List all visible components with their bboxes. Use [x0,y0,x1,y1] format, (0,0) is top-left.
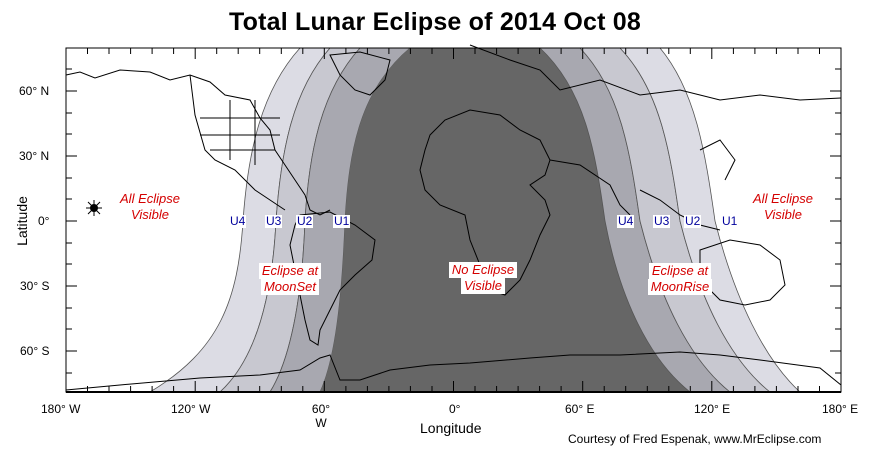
label-line: MoonRise [647,279,713,295]
y-tick-60s: 60° S [20,344,50,358]
label-line: Eclipse at [258,263,322,279]
x-tick-60w: 60° W [311,402,331,430]
label-eclipse-moonrise: Eclipse at MoonRise [638,263,722,295]
page-title: Total Lunar Eclipse of 2014 Oct 08 [228,8,642,36]
contact-u4-west: U4 [229,214,247,228]
x-tick-120w: 120° W [171,402,211,416]
contact-u1-east: U1 [721,214,739,228]
label-eclipse-moonset: Eclipse at MoonSet [250,263,330,295]
y-tick-0: 0° [38,214,50,228]
sun-icon [86,200,102,216]
x-tick-180e: 180° E [822,402,859,416]
y-axis-title: Latitude [14,196,30,246]
y-tick-60n: 60° N [19,84,50,98]
contact-u3-east: U3 [653,214,671,228]
coastlines [65,44,842,391]
contact-u1-west: U1 [333,214,351,228]
x-tick-180w: 180° W [41,402,81,416]
label-line: Eclipse at [648,263,712,279]
x-tick-0: 0° [449,402,461,416]
label-line: All Eclipse [753,191,813,206]
label-line: Visible [763,207,803,222]
label-line: All Eclipse [120,191,180,206]
y-tick-30n: 30° N [19,149,50,163]
label-line: MoonSet [260,279,320,295]
contact-u3-west: U3 [265,214,283,228]
label-line: Visible [130,207,170,222]
y-tick-30s: 30° S [20,279,50,293]
label-all-eclipse-east: All Eclipse Visible [745,191,821,223]
x-tick-60e: 60° E [565,402,595,416]
credit-text: Courtesy of Fred Espenak, www.MrEclipse.… [568,432,822,446]
label-no-eclipse: No Eclipse Visible [440,262,526,294]
x-axis-title: Longitude [420,420,482,436]
contact-u2-east: U2 [684,214,702,228]
label-line: No Eclipse [448,262,518,278]
contact-u2-west: U2 [296,214,314,228]
label-all-eclipse-west: All Eclipse Visible [115,191,185,223]
label-line: Visible [460,278,506,294]
band-no-eclipse [320,48,690,392]
contact-u4-east: U4 [617,214,635,228]
band-west-u4-u3 [66,48,300,392]
x-tick-120e: 120° E [694,402,731,416]
